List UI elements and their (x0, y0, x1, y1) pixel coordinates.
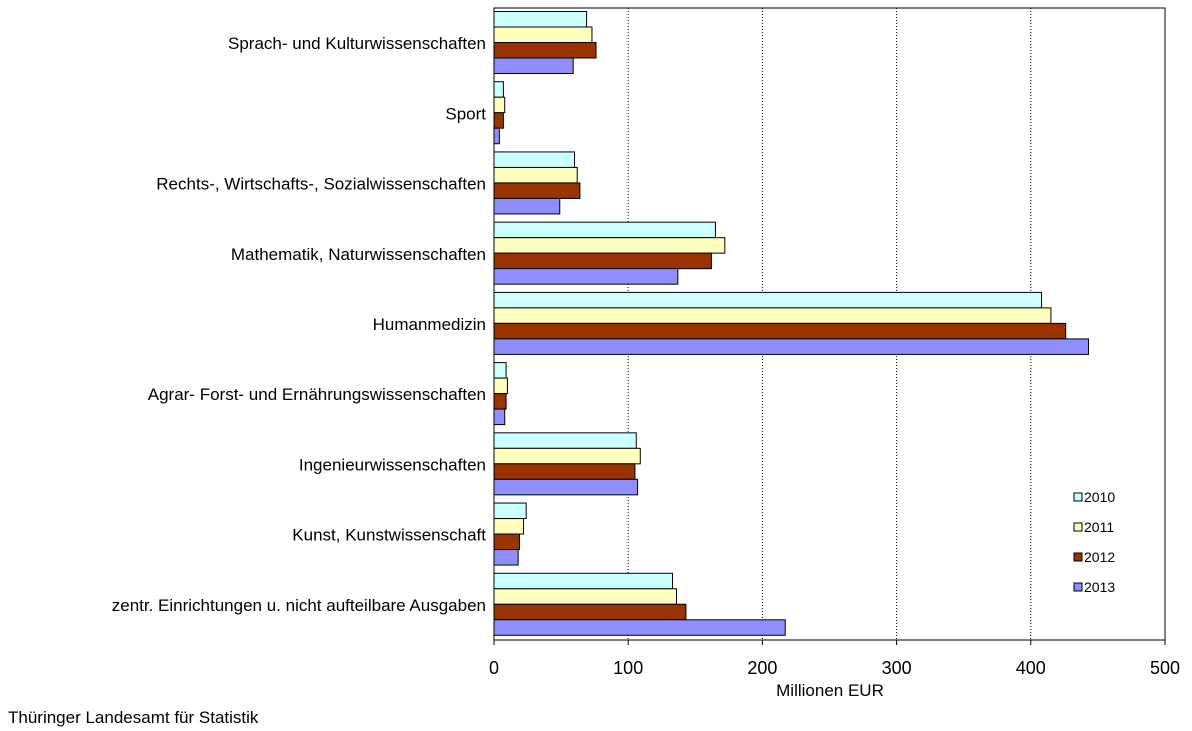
bar-2011 (493, 26, 593, 43)
category-label: zentr. Einrichtungen u. nicht aufteilbar… (112, 596, 486, 615)
category-label: Humanmedizin (373, 315, 486, 334)
legend-swatch (1073, 522, 1083, 532)
category-label: Sport (445, 104, 486, 123)
tick-label: 100 (613, 658, 643, 678)
category-label: Agrar- Forst- und Ernährungswissenschaft… (148, 385, 486, 404)
bar-2010 (493, 221, 716, 239)
x-axis-title: Millionen EUR (776, 681, 884, 700)
bar-2010 (493, 572, 673, 590)
bar-2010 (493, 291, 1043, 309)
legend-swatch (1073, 492, 1083, 502)
source-note: Thüringer Landesamt für Statistik (8, 708, 259, 727)
bar-2010 (493, 11, 588, 28)
bar-2010 (493, 432, 637, 449)
legend-swatch (1073, 582, 1083, 592)
legend-label: 2013 (1084, 579, 1115, 595)
bar-2010 (493, 151, 576, 168)
bar-2013 (493, 338, 1090, 355)
legend-label: 2012 (1084, 549, 1115, 565)
bar-2011 (493, 237, 726, 254)
tick-label: 0 (489, 658, 499, 678)
tick-label: 200 (747, 658, 777, 678)
category-labels: Sprach- und Kulturwissenschaften Sport Rec… (112, 34, 487, 615)
bar-2012 (493, 112, 504, 129)
bar-2012 (493, 182, 581, 199)
bar-2011 (493, 588, 678, 605)
bars (493, 11, 1090, 636)
tick-label: 400 (1016, 658, 1046, 678)
bar-2013 (493, 268, 679, 285)
bar-2013 (493, 197, 561, 215)
bar-2013 (493, 408, 506, 426)
bar-2012 (493, 463, 636, 480)
category-label: Rechts-, Wirtschafts-, Sozialwissenschaf… (156, 175, 486, 194)
bar-2010 (493, 81, 504, 98)
bar-2011 (493, 518, 525, 535)
bar-2012 (493, 42, 597, 59)
bar-2011 (493, 447, 641, 465)
bar-2012 (493, 322, 1067, 340)
x-axis-ticks: 0 100 200 300 400 500 (489, 640, 1180, 678)
bar-2012 (493, 603, 687, 621)
bar-2012 (493, 252, 712, 270)
category-label: Mathematik, Naturwissenschaften (231, 245, 486, 264)
bar-2011 (493, 377, 508, 395)
bar-2013 (493, 478, 639, 496)
bar-2010 (493, 502, 527, 520)
bar-2013 (493, 549, 519, 566)
bar-2013 (493, 619, 786, 636)
category-label: Kunst, Kunstwissenschaft (292, 526, 486, 545)
legend-label: 2011 (1084, 519, 1114, 535)
plot-area-frame (493, 7, 1166, 641)
category-label: Sprach- und Kulturwissenschaften (228, 34, 486, 53)
tick-label: 500 (1150, 658, 1180, 678)
bar-2013 (493, 127, 500, 145)
legend-swatch (1073, 552, 1083, 562)
bar-2011 (493, 166, 578, 184)
bar-2011 (493, 307, 1052, 324)
bar-2012 (493, 393, 507, 410)
bar-2010 (493, 362, 507, 379)
category-label: Ingenieurwissenschaften (299, 455, 486, 474)
bar-chart: Sprach- und Kulturwissenschaften Sport Rec… (112, 7, 1180, 700)
bar-2011 (493, 96, 506, 114)
legend-label: 2010 (1084, 489, 1115, 505)
bar-2013 (493, 57, 574, 74)
tick-label: 300 (882, 658, 912, 678)
bar-2012 (493, 533, 520, 551)
legend: 2010 2011 2012 2013 (1073, 489, 1115, 595)
